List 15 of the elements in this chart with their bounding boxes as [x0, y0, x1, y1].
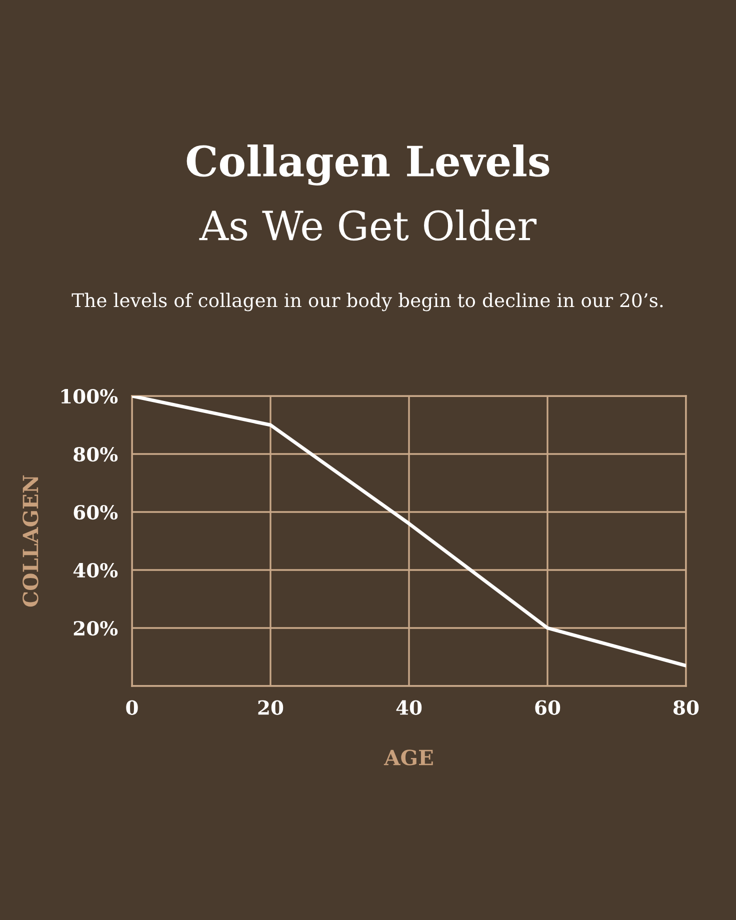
x-tick-label: 20	[258, 700, 284, 715]
text: The levels of collagen in our body begin to decline in our 20’s.	[72, 292, 663, 312]
x-axis-title: AGE	[384, 750, 433, 766]
x-tick-label: 0	[126, 700, 138, 715]
y-tick-label: 60%	[74, 504, 118, 520]
y-tick-label: 80%	[74, 446, 118, 462]
y-tick-label: 100%	[61, 388, 118, 404]
y-tick-label: 20%	[74, 620, 118, 636]
x-tick-label: 60	[535, 700, 560, 715]
y-axis-title: COLLAGEN	[22, 475, 38, 607]
x-tick-label: 40	[396, 700, 422, 715]
x-tick-label: 80	[673, 700, 699, 715]
chart-title: Collagen Levels	[186, 144, 550, 186]
chart-subtitle: As We Get Older	[199, 210, 537, 241]
y-tick-label: 40%	[73, 562, 118, 578]
